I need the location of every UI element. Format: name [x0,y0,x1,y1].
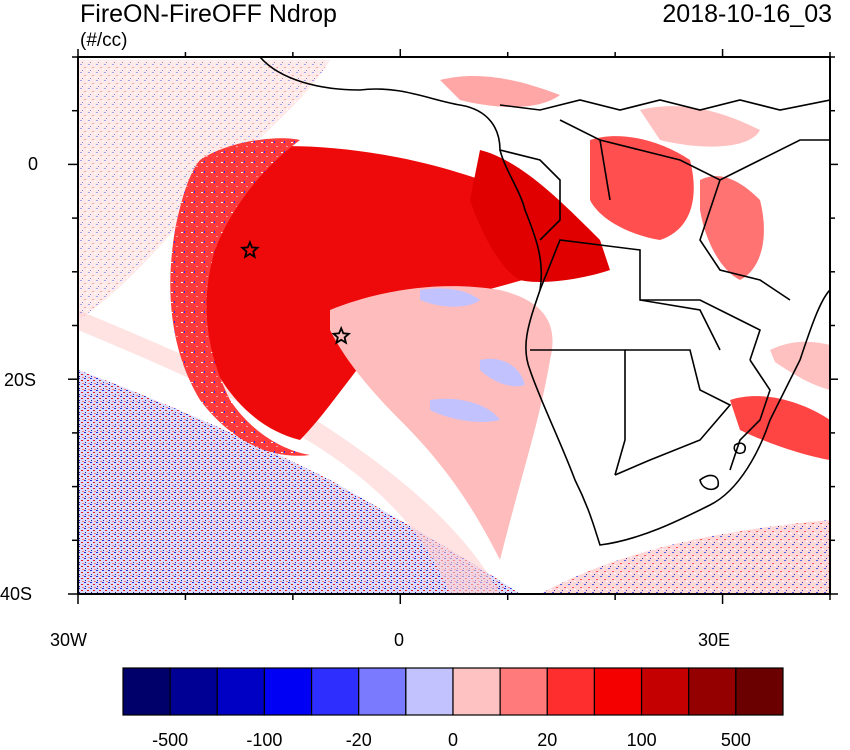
southeast-speckle-band [540,520,830,594]
africa-west-coast [259,57,830,546]
colorbar-boxes [122,667,784,716]
colorbar-label: 0 [448,730,458,750]
central-africa-patch [590,136,694,240]
lat-label-40s: 40S [0,584,33,604]
coastal-positive-band [470,150,610,282]
negative-patch-1 [420,288,480,307]
colorbar-box [263,667,313,716]
units-label: (#/cc) [80,30,128,51]
lat-label-20s: 20S [4,370,37,390]
colorbar-box [169,667,218,716]
map-title: FireON-FireOFF Ndrop [80,0,337,28]
east-border-2 [699,179,791,301]
angola-border [539,239,721,351]
colorbar-label: 20 [537,730,557,750]
negative-patch-2 [430,398,500,422]
zambia-border [640,299,761,361]
inland-border-1 [559,119,611,201]
colorbar-box [405,667,454,716]
swaziland-border [733,442,747,455]
namibia-border [530,349,626,476]
colorbar-label: -20 [346,730,372,750]
lat-label-0: 0 [28,154,39,174]
colorbar-box [452,667,501,716]
colorbar-box [216,667,266,716]
colorbar-label: -100 [246,730,282,750]
mozambique-border [729,359,771,471]
colorbar-box [688,667,737,716]
mozambique-channel-patch [770,341,830,390]
station-markers [240,239,352,345]
lon-label-0: 0 [394,630,405,650]
colorbar-box [546,667,596,716]
smoke-plume-outer [170,138,310,456]
colorbar-label: 500 [721,730,751,750]
colorbar-box [499,667,548,716]
difference-field [78,57,830,594]
colorbar-box [735,667,784,716]
map-panel [68,49,838,604]
northeast-patch [640,106,760,147]
weak-positive-tongue [330,286,553,560]
storm-track-light-band [78,310,500,594]
congo-border [499,149,561,241]
colorbar-labels: -500 -100 -20 0 20 100 500 [152,730,751,750]
north-coast-patch [440,75,560,107]
star-marker-north [240,239,260,259]
star-marker-south [331,325,352,345]
lon-label-30e: 30E [698,630,731,650]
coastlines [259,57,830,546]
botswana-border [614,349,732,476]
colorbar-box [310,667,360,716]
indian-ocean-patch [730,396,830,460]
colorbar: -500 -100 -20 0 20 100 500 [122,667,784,750]
north-border [499,99,830,111]
east-africa-patch [700,176,764,280]
negative-patch-3 [480,358,525,387]
colorbar-box [593,667,643,716]
colorbar-box [122,667,171,716]
lesotho-border [699,474,720,491]
colorbar-box [358,667,407,716]
colorbar-box [640,667,690,716]
lon-label-30w: 30W [50,630,88,650]
colorbar-label: 100 [627,730,657,750]
timestamp-label: 2018-10-16_03 [662,0,832,28]
colorbar-label: -500 [152,730,188,750]
tick-marks [68,49,838,604]
storm-track-band [78,370,520,594]
